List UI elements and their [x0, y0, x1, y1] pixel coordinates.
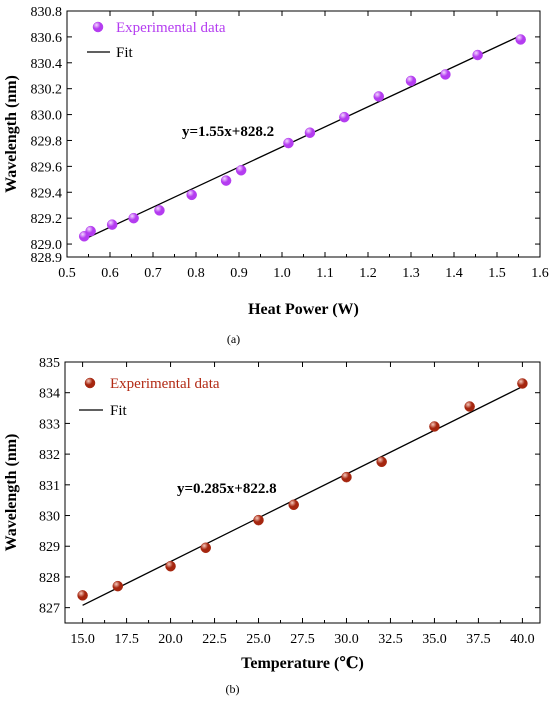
chart-a-data-point [186, 189, 197, 201]
chart-b-x-tick-label: 20.0 [158, 632, 183, 647]
chart-b-plot-frame [64, 361, 541, 624]
chart-b-y-tick-label: 835 [39, 356, 60, 371]
chart-a-data-point [128, 212, 139, 224]
chart-b-y-tick-label: 831 [39, 479, 60, 494]
chart-b-data-point [288, 499, 299, 511]
chart-b-data-point [112, 580, 124, 592]
chart-a-y-tick-label: 830.6 [31, 31, 63, 46]
chart-b-data-point [253, 514, 264, 526]
chart-a-data-point [154, 205, 165, 216]
chart-a-y-tick-label: 828.9 [31, 251, 63, 266]
chart-b-legend-data-label: Experimental data [110, 376, 220, 392]
chart-a-x-tick-label: 0.5 [58, 266, 76, 281]
chart-a-x-tick-label: 0.7 [144, 266, 162, 281]
chart-a-legend-fit-label: Fit [116, 45, 134, 61]
chart-a-data-point [405, 75, 417, 87]
chart-a-data-point [373, 91, 384, 102]
chart-b-x-tick-label: 30.0 [334, 632, 359, 647]
chart-b-y-tick-label: 832 [39, 448, 60, 463]
chart-a-data-point [339, 111, 350, 123]
chart-b-x-tick-label: 40.0 [510, 632, 535, 647]
chart-a-y-tick-label: 830.4 [31, 57, 63, 72]
chart-b-x-tick-label: 17.5 [114, 632, 139, 647]
chart-a-data-point [440, 69, 451, 80]
chart-b-x-axis-title: Temperature (℃) [241, 655, 364, 672]
chart-b-data-point [341, 471, 352, 483]
chart-b-y-axis-title: Wavelength (nm) [3, 434, 20, 552]
chart-b-data-point [165, 560, 176, 572]
chart-a-y-tick-label: 829.8 [31, 134, 63, 149]
chart-a-data-point [106, 219, 118, 230]
chart-b-x-tick-label: 35.0 [422, 632, 447, 647]
chart-b-data-point [200, 542, 211, 554]
chart-b-data-point [464, 401, 475, 412]
chart-a-caption: (a) [227, 332, 240, 346]
chart-a-x-tick-label: 1.6 [531, 266, 549, 281]
chart-b-fit-equation: y=0.285x+822.8 [177, 481, 277, 497]
chart-a-x-tick-label: 1.4 [445, 266, 463, 281]
chart-a-data-point [235, 165, 247, 176]
chart-a: 0.5 0.6 0.7 0.8 0.9 1.0 1.1 1.2 1.3 1.4 1.5 1.6 828.… [3, 5, 549, 346]
chart-a-x-tick-label: 1.5 [488, 266, 506, 281]
chart-b-fit-line [82, 385, 523, 606]
chart-a-data-point [472, 49, 483, 61]
chart-b-caption: (b) [226, 682, 240, 696]
chart-b-data-point [77, 590, 88, 601]
chart-b-x-tick-label: 15.0 [70, 632, 95, 647]
chart-a-x-tick-label: 0.6 [101, 266, 119, 281]
chart-a-x-tick-label: 0.8 [187, 266, 205, 281]
chart-a-y-tick-label: 829.0 [31, 238, 63, 253]
chart-b: 15.0 17.5 20.0 22.5 25.0 27.5 30.0 32.5 35.0 37.5… [3, 356, 541, 696]
chart-a-x-tick-label: 1.1 [316, 266, 334, 281]
chart-b-x-tick-label: 37.5 [466, 632, 491, 647]
chart-b-y-tick-label: 834 [39, 387, 60, 402]
chart-a-x-tick-label: 1.2 [359, 266, 377, 281]
chart-a-y-tick-label: 830.8 [31, 5, 63, 20]
chart-a-x-tick-label: 1.0 [273, 266, 291, 281]
chart-a-data-point [283, 137, 294, 149]
chart-a-x-tick-label: 1.3 [402, 266, 420, 281]
chart-b-y-tick-label: 833 [39, 417, 60, 432]
chart-b-legend-fit-label: Fit [110, 403, 128, 419]
chart-a-legend-marker [92, 21, 104, 33]
chart-a-data-point [304, 127, 316, 138]
chart-a-y-tick-label: 829.2 [31, 212, 63, 227]
chart-a-legend-data-label: Experimental data [116, 20, 226, 36]
chart-b-y-tick-label: 827 [39, 602, 60, 617]
chart-a-y-tick-label: 830.2 [31, 83, 63, 98]
chart-b-x-tick-label: 22.5 [202, 632, 227, 647]
chart-b-data-point [376, 456, 387, 468]
chart-a-fit-equation: y=1.55x+828.2 [182, 124, 274, 140]
chart-b-y-tick-label: 828 [39, 571, 60, 586]
chart-a-data-point [85, 225, 96, 237]
chart-a-y-axis-title: Wavelength (nm) [3, 75, 20, 193]
chart-a-fit-line [83, 34, 521, 240]
chart-a-y-tick-label: 830.0 [31, 109, 63, 124]
chart-b-x-tick-label: 25.0 [246, 632, 271, 647]
chart-b-y-tick-label: 829 [39, 540, 60, 555]
chart-b-data-point [429, 421, 440, 432]
chart-a-data-point [515, 34, 526, 45]
chart-b-y-tick-label: 830 [39, 510, 60, 525]
chart-b-x-tick-label: 32.5 [378, 632, 403, 647]
chart-b-x-tick-label: 27.5 [290, 632, 315, 647]
chart-b-data-point [517, 378, 528, 389]
chart-a-x-tick-label: 0.9 [230, 266, 248, 281]
chart-b-legend-marker [84, 377, 96, 389]
chart-a-data-point [220, 175, 232, 186]
chart-a-y-tick-label: 829.6 [31, 160, 63, 175]
chart-a-x-axis-title: Heat Power (W) [248, 301, 359, 318]
chart-a-y-tick-label: 829.4 [31, 186, 63, 201]
